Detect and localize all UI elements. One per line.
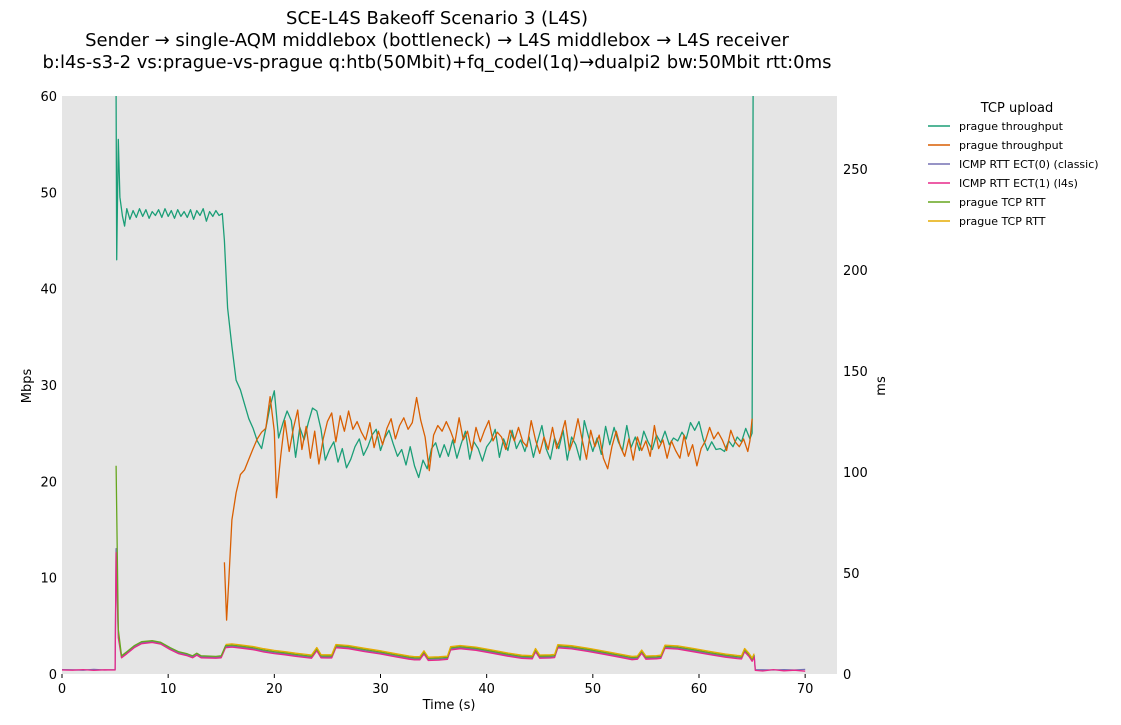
x-tick-label: 70 [797,682,814,697]
x-tick-label: 40 [478,682,495,697]
y-axis-left-label: Mbps [20,369,35,404]
y-right-tick-label: 150 [843,365,868,380]
series-line-6 [225,643,755,659]
y-left-tick-label: 0 [49,668,57,683]
y-left-tick-label: 30 [40,379,57,394]
legend-entry-label: prague throughput [959,139,1064,152]
series-line-1 [115,95,754,479]
y-right-tick-label: 50 [843,567,860,582]
legend: TCP upload prague throughput prague throu… [928,101,1099,228]
y-right-tick-label: 250 [843,163,868,178]
legend-entry-label: prague TCP RTT [959,196,1046,209]
legend-entry-label: prague TCP RTT [959,215,1046,228]
legend-entry-label: prague throughput [959,120,1064,133]
series-line-5 [115,465,755,660]
y-left-tick-label: 40 [40,283,57,298]
series-layer [61,95,806,672]
title-line-2: Sender → single-AQM middlebox (bottlenec… [85,30,789,51]
legend-title: TCP upload [980,101,1054,116]
x-tick-label: 10 [160,682,177,697]
y-left-tick-label: 50 [40,186,57,201]
y-left-tick-label: 60 [40,90,57,105]
title-line-1: SCE-L4S Bakeoff Scenario 3 (L4S) [286,8,588,29]
legend-entry-label: ICMP RTT ECT(0) (classic) [959,158,1099,171]
y-left-tick-label: 10 [40,572,57,587]
y-left-tick-label: 20 [40,475,57,490]
y-right-tick-label: 200 [843,264,868,279]
x-axis-label: Time (s) [422,698,476,713]
chart-title: SCE-L4S Bakeoff Scenario 3 (L4S) Sender … [42,8,831,73]
y-axis-right-ticks: 0 50 100 150 200 250 [843,163,868,683]
x-tick-label: 30 [372,682,389,697]
y-right-tick-label: 100 [843,466,868,481]
plot-area [62,96,837,674]
x-tick-label: 20 [266,682,283,697]
series-line-2 [223,395,753,621]
x-tick-label: 50 [585,682,602,697]
title-line-3: b:l4s-s3-2 vs:prague-vs-prague q:htb(50M… [42,52,831,73]
x-tick-label: 0 [58,682,66,697]
legend-entry-label: ICMP RTT ECT(1) (l4s) [959,177,1078,190]
y-axis-left-ticks: 0 10 20 30 40 50 60 [40,90,57,683]
y-axis-right-label: ms [874,376,889,396]
x-axis-ticks: 0 10 20 30 40 50 60 70 [58,674,814,697]
series-line-4 [61,552,806,672]
y-right-tick-label: 0 [843,668,851,683]
x-tick-label: 60 [691,682,708,697]
